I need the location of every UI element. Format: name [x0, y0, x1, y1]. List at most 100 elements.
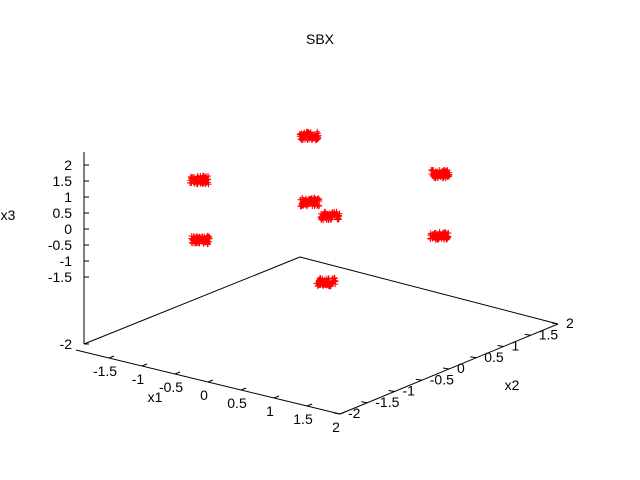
scatter-point: [201, 178, 208, 185]
scatter-point: [297, 135, 304, 142]
x1-ticks: -1.5 -1 -0.5 0 0.5 1 1.5 2: [93, 355, 346, 435]
x1-tick-mark: [339, 411, 346, 415]
scatter-point: [313, 280, 320, 287]
x3-tick-label: 1: [64, 189, 72, 205]
x1-tick-label: -1.5: [93, 363, 117, 379]
x2-tick-label: 0.5: [484, 349, 504, 365]
chart-title: SBX: [306, 31, 335, 47]
scatter-point: [192, 239, 199, 246]
scatter-point: [444, 174, 451, 181]
x2-tick-label: -0.5: [430, 371, 454, 387]
scatter-point: [320, 217, 327, 224]
x2-tick-mark: [551, 322, 559, 325]
scatter-point: [301, 198, 308, 205]
x2-tick-mark: [470, 356, 477, 359]
x2-axis-label: x2: [505, 377, 520, 393]
x1-tick-label: 0.5: [227, 395, 247, 411]
scatter-point: [299, 201, 306, 208]
scatter-point: [443, 236, 450, 243]
scatter-point: [434, 231, 441, 238]
scatter-point: [301, 197, 308, 204]
scatter-point: [194, 173, 201, 180]
scatter-point: [431, 230, 438, 237]
x3-tick-label: 0: [64, 221, 72, 237]
x3-axis-label: x3: [1, 207, 16, 223]
x2-tick-label: -1: [403, 383, 416, 399]
scatter-point: [438, 172, 445, 179]
x1-tick-label: 0: [200, 387, 208, 403]
scatter-point: [305, 130, 312, 137]
scatter-point: [325, 281, 332, 288]
scatter-point: [196, 233, 203, 240]
scatter-point: [197, 237, 204, 244]
x2-ticks: -2 -1.5-1 -0.50 0.5 1 1.5 2: [333, 315, 574, 421]
x2-tick-label: -2: [348, 405, 361, 421]
scatter-point: [205, 176, 212, 183]
scatter-point: [311, 203, 318, 210]
scatter-point: [443, 169, 450, 176]
scatter-point: [323, 282, 330, 289]
scatter-point: [331, 274, 338, 281]
x1-axis-label: x1: [148, 389, 163, 405]
x3-tick-label: -1.5: [48, 269, 72, 285]
x3-tick-label: 0.5: [53, 205, 73, 221]
x2-tick-mark: [442, 367, 450, 370]
scatter-point: [312, 131, 319, 138]
scatter-point: [314, 202, 321, 209]
x2-tick-mark: [333, 412, 341, 415]
scatter-point: [437, 233, 444, 240]
x1-tick-mark: [108, 355, 115, 359]
scatter-point: [335, 215, 342, 222]
scatter-point: [315, 134, 322, 141]
x2-tick-label: 1.5: [539, 326, 559, 342]
scatter-point: [188, 179, 195, 186]
x2-tick-label: -1.5: [375, 394, 399, 410]
x1-tick-mark: [207, 379, 214, 383]
x2-tick-mark: [361, 401, 368, 404]
back-x-guide-line: [83, 256, 301, 345]
scatter-point: [204, 241, 211, 248]
back-y-guide-line: [299, 256, 559, 325]
scatter-point: [201, 236, 208, 243]
scatter-point: [191, 176, 198, 183]
x2-tick-label: 2: [566, 315, 574, 331]
x2-tick-label: 1: [512, 338, 520, 354]
scatter-point: [317, 280, 324, 287]
scatter-point: [297, 131, 304, 138]
x1-tick-mark: [306, 403, 313, 407]
x3-tick-label: -2: [60, 336, 73, 352]
x3-tick-label: -1: [60, 253, 73, 269]
scatter-point: [439, 230, 446, 237]
scatter-point: [427, 231, 434, 238]
x3-ticks: -2 -1.5-1-0.500.511.52: [48, 157, 89, 352]
x1-tick-label: 1.5: [293, 411, 313, 427]
scatter-point: [206, 233, 213, 240]
x2-tick-mark: [388, 390, 395, 392]
scatter-point: [445, 233, 452, 240]
scatter-point: [189, 236, 196, 243]
scatter-point: [195, 237, 202, 244]
scatter-point: [427, 235, 434, 242]
scatter-point: [321, 278, 328, 285]
x3-tick-label: 1.5: [53, 173, 73, 189]
x2-tick-mark: [415, 378, 422, 381]
scatter-point: [307, 134, 314, 141]
x2-tick-mark: [524, 333, 531, 336]
scatter-point: [432, 174, 439, 181]
scatter-point: [301, 133, 308, 140]
scatter-point: [327, 212, 334, 219]
x1-tick-label: 2: [332, 419, 340, 435]
scatter-point: [336, 210, 343, 217]
scatter-point: [204, 232, 211, 239]
scatter-point: [306, 199, 313, 206]
scatter-point: [432, 236, 439, 243]
scatter-point: [429, 167, 436, 174]
x2-tick-mark: [497, 345, 504, 347]
data-points: [187, 128, 453, 290]
scatter-point: [200, 175, 207, 182]
x1-tick-label: -1: [132, 371, 145, 387]
x1-tick-label: 1: [266, 403, 274, 419]
x3-tick-label: 2: [64, 157, 72, 173]
